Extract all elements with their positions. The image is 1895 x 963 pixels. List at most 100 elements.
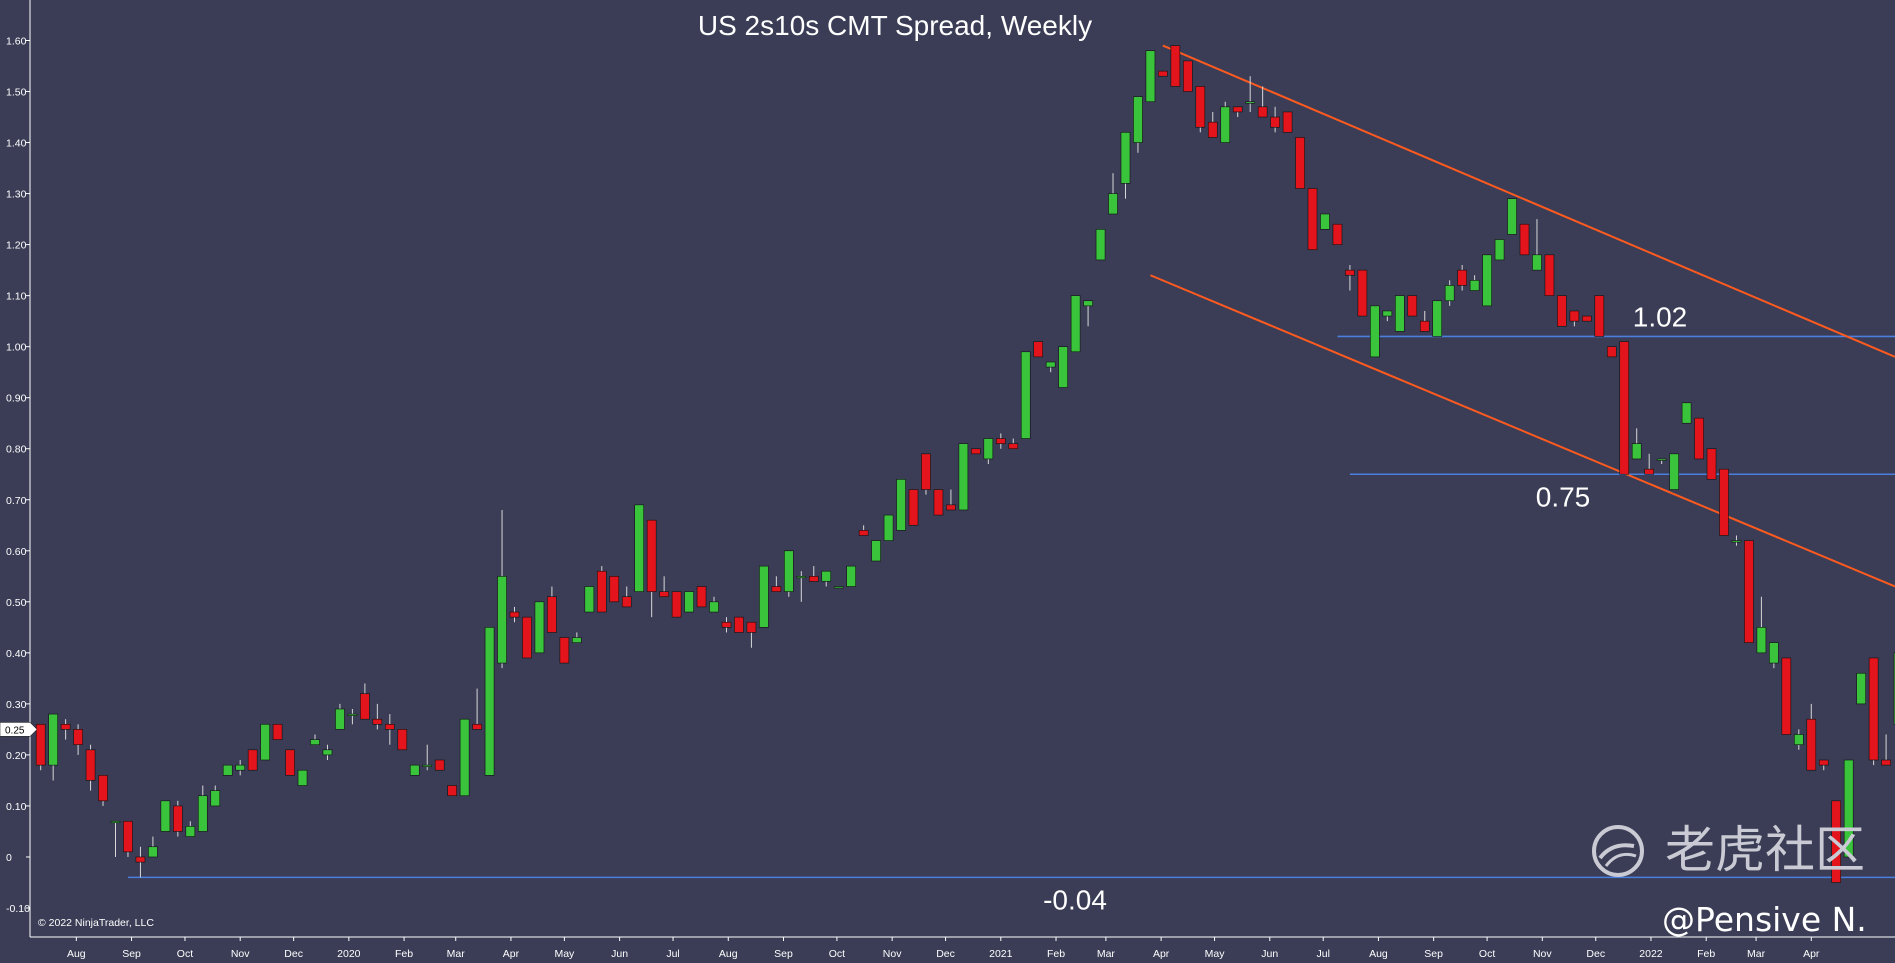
candle-body bbox=[721, 621, 732, 628]
candle-body bbox=[347, 713, 358, 716]
candle bbox=[896, 479, 906, 531]
trend-lines bbox=[1150, 44, 1895, 588]
candle bbox=[1145, 50, 1156, 103]
candle-body bbox=[1145, 50, 1156, 103]
candles bbox=[35, 45, 1895, 883]
x-tick-label: Nov bbox=[1533, 948, 1552, 960]
candle bbox=[397, 729, 408, 751]
candle bbox=[1669, 453, 1679, 490]
candle-body bbox=[434, 759, 445, 771]
candle bbox=[1270, 106, 1280, 133]
candle bbox=[1831, 800, 1842, 883]
x-tick-label: Jul bbox=[1316, 948, 1329, 960]
x-tick-label: Sep bbox=[1424, 948, 1443, 960]
candle bbox=[671, 591, 682, 618]
candle bbox=[759, 565, 769, 628]
candle bbox=[160, 800, 171, 832]
credit-text: @Pensive N. bbox=[1662, 900, 1867, 939]
candle-body bbox=[1557, 295, 1567, 327]
candle bbox=[509, 606, 520, 623]
y-axis: 1.60 1.50 1.40 1.30 1.20 1.10 1.00 0.90 0.80 0.70… bbox=[6, 0, 31, 937]
candle bbox=[235, 760, 245, 776]
candle-body bbox=[921, 453, 931, 490]
candle-body bbox=[1606, 346, 1617, 358]
candle-body bbox=[572, 637, 582, 643]
candle-body bbox=[908, 489, 919, 526]
candle-body bbox=[135, 856, 146, 863]
candle-body bbox=[260, 723, 270, 761]
y-tick-label: 0.30 bbox=[6, 699, 27, 711]
candle bbox=[1158, 70, 1168, 77]
y-tick-label: 1.00 bbox=[6, 342, 27, 354]
y-tick-label: 0.80 bbox=[6, 444, 27, 456]
candle bbox=[1095, 229, 1106, 261]
x-tick-label: Nov bbox=[883, 948, 902, 960]
candle-body bbox=[771, 586, 782, 592]
x-tick-label: Apr bbox=[1803, 948, 1820, 960]
candle bbox=[1681, 402, 1692, 424]
candle-body bbox=[1245, 101, 1255, 104]
candle bbox=[222, 764, 233, 776]
candle bbox=[1207, 111, 1218, 138]
candle-body bbox=[958, 443, 969, 511]
x-tick-label: Apr bbox=[1153, 948, 1170, 960]
candle-body bbox=[858, 530, 869, 536]
candle-body bbox=[559, 637, 570, 664]
candle-body bbox=[671, 591, 682, 618]
candle-body bbox=[1744, 540, 1754, 643]
candle-body bbox=[1582, 315, 1592, 322]
candle bbox=[709, 596, 719, 613]
candle bbox=[1656, 458, 1667, 465]
x-tick-label: Mar bbox=[1097, 948, 1116, 960]
candle-body bbox=[1669, 453, 1679, 490]
candle bbox=[1332, 223, 1343, 245]
trend-line bbox=[1162, 44, 1895, 358]
candle-body bbox=[322, 749, 333, 756]
candle bbox=[946, 489, 956, 511]
candle bbox=[148, 836, 158, 858]
candle-body bbox=[1008, 443, 1019, 450]
candle bbox=[1183, 60, 1193, 92]
candle-body bbox=[497, 576, 507, 664]
y-tick-label: 1.10 bbox=[6, 291, 27, 303]
candle-body bbox=[696, 586, 707, 608]
candle bbox=[1582, 315, 1592, 322]
candle-body bbox=[1769, 642, 1779, 664]
candle-body bbox=[1133, 96, 1143, 143]
candle bbox=[247, 749, 258, 771]
candle-body bbox=[1719, 468, 1729, 536]
candle bbox=[883, 514, 894, 541]
candle-body bbox=[621, 596, 632, 608]
candle bbox=[1557, 295, 1567, 327]
candle bbox=[372, 703, 383, 730]
candle bbox=[422, 744, 433, 771]
candle bbox=[110, 820, 121, 857]
candle-body bbox=[1569, 310, 1580, 322]
x-tick-label: Jun bbox=[1261, 948, 1278, 960]
candle-body bbox=[995, 438, 1006, 444]
candle-body bbox=[1781, 657, 1792, 735]
candle bbox=[197, 785, 208, 832]
candle-body bbox=[983, 438, 994, 460]
candle bbox=[696, 586, 707, 608]
candle-body bbox=[1207, 121, 1218, 138]
candle-body bbox=[1033, 341, 1044, 358]
x-tick-label: Apr bbox=[503, 948, 520, 960]
candle-body bbox=[871, 540, 881, 562]
level-label: 0.75 bbox=[1536, 481, 1591, 512]
candle-body bbox=[646, 519, 657, 592]
candle-body bbox=[1170, 45, 1181, 87]
candle bbox=[85, 744, 96, 791]
candle bbox=[1195, 86, 1206, 133]
candle-body bbox=[1195, 86, 1206, 128]
candle bbox=[771, 576, 782, 592]
candle bbox=[1419, 310, 1430, 332]
x-axis: Aug Sep Oct Nov Dec 2020 Feb Mar Apr May Jun Jul Aug… bbox=[30, 936, 1895, 960]
candle bbox=[434, 759, 445, 771]
candle bbox=[871, 540, 881, 562]
candle-body bbox=[1020, 351, 1031, 439]
x-tick-label: Mar bbox=[447, 948, 466, 960]
candle-body bbox=[247, 749, 258, 771]
copyright-text: © 2022 NinjaTrader, LLC bbox=[38, 917, 154, 929]
candle-body bbox=[1357, 269, 1368, 317]
